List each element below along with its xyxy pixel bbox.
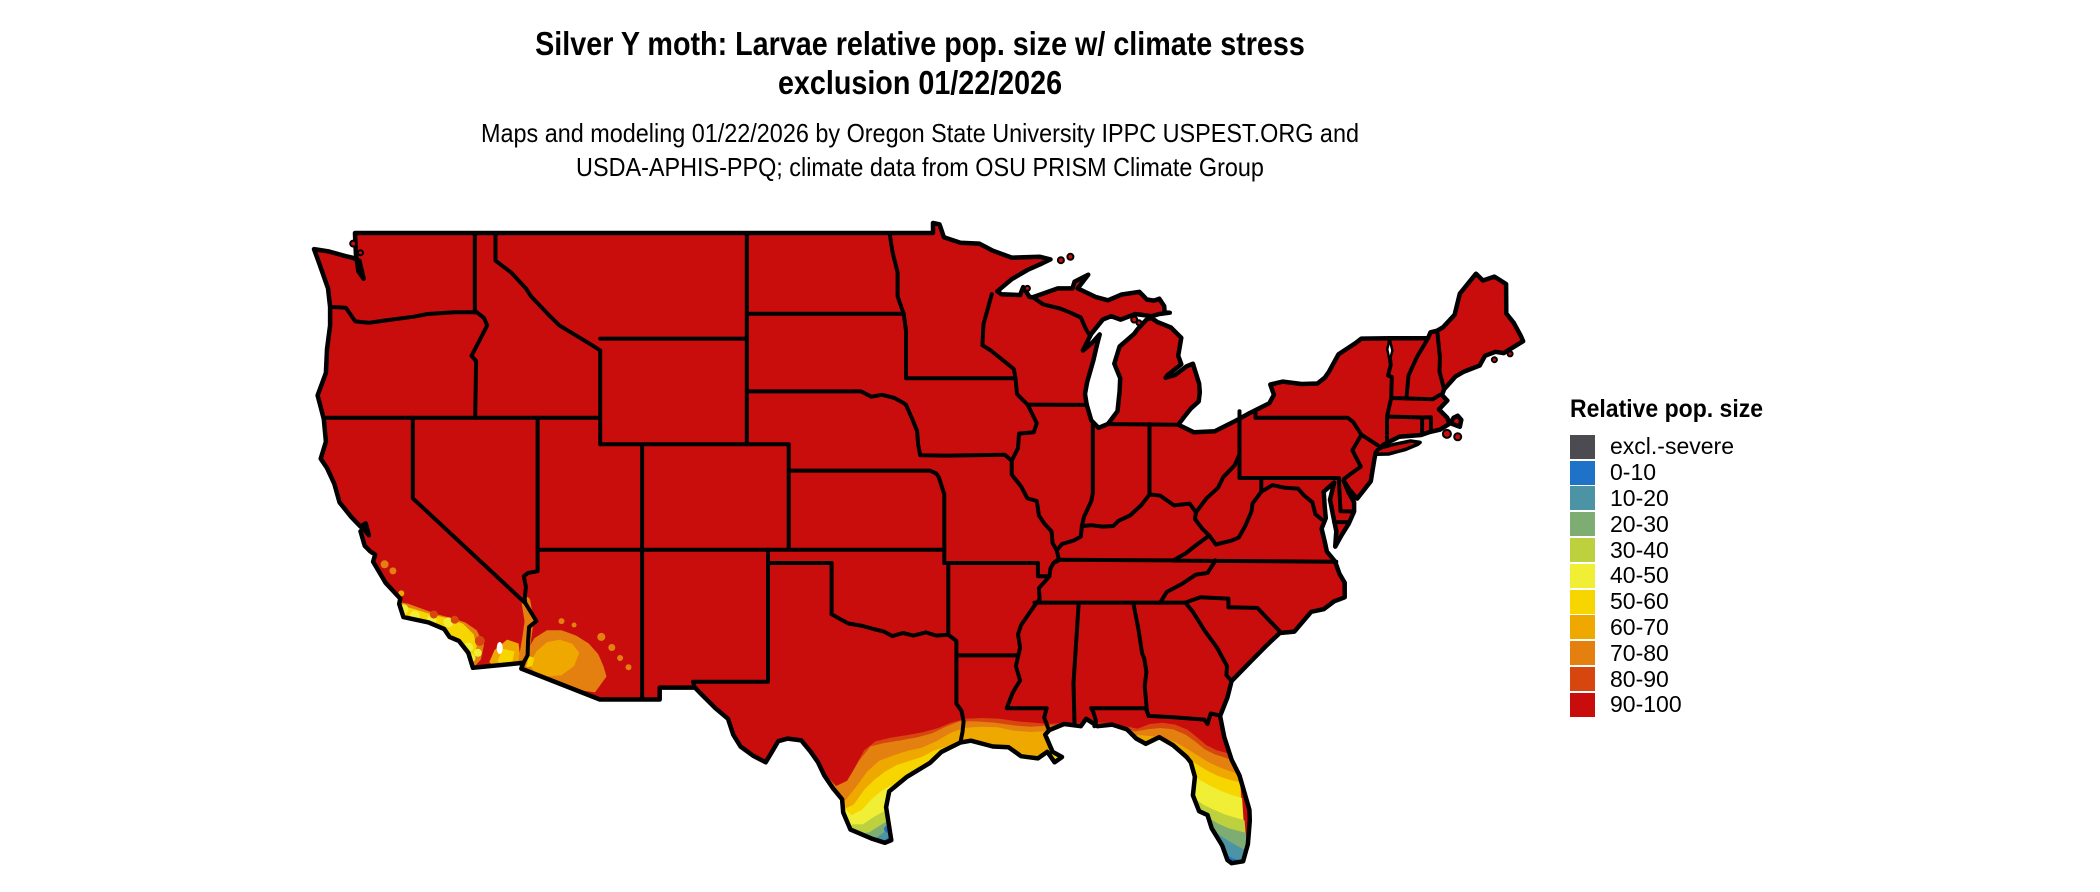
legend-swatch <box>1570 538 1595 563</box>
legend-swatch <box>1570 434 1595 459</box>
dot-50-60 <box>417 625 425 632</box>
island <box>1023 284 1031 292</box>
dot-70-80 <box>380 560 389 569</box>
legend-item-label: 50-60 <box>1610 588 1669 615</box>
state-borders <box>321 231 1447 745</box>
legend-item: 0-10 <box>1570 459 1870 486</box>
legend-item-label: 30-40 <box>1610 536 1669 563</box>
dot-0-10 <box>886 844 891 849</box>
legend-item-label: 20-30 <box>1610 510 1669 537</box>
band-10-20 <box>737 813 1255 864</box>
dot-70-80 <box>617 655 624 661</box>
dot-0-10 <box>1214 873 1220 879</box>
island <box>1490 356 1498 364</box>
band-0-10 <box>737 829 1257 864</box>
dot-70-80 <box>389 567 397 575</box>
legend-swatch <box>1570 641 1595 666</box>
legend-swatch <box>1570 486 1595 511</box>
dot-0-10 <box>1223 870 1229 876</box>
legend-item: 20-30 <box>1570 511 1870 537</box>
dot-70-80 <box>597 632 606 641</box>
lake-champlain <box>1385 338 1394 362</box>
legend-item: 30-40 <box>1570 537 1870 563</box>
legend-swatch <box>1570 563 1595 588</box>
legend-item: 90-100 <box>1570 691 1870 718</box>
legend-swatch <box>1570 692 1595 717</box>
legend-item-label: 70-80 <box>1610 639 1669 666</box>
dot-70-80 <box>608 644 616 651</box>
island <box>1130 315 1139 324</box>
dot-80-90 <box>397 624 402 629</box>
dot-70-80 <box>571 622 577 628</box>
page-title: Silver Y moth: Larvae relative pop. size… <box>355 24 1486 102</box>
dot-40-50 <box>410 626 417 632</box>
legend-items: excl.-severe 0-10 10-20 20-30 30-40 40-50 50-6… <box>1570 433 1870 718</box>
island <box>1453 432 1463 442</box>
dot-50-60 <box>441 652 447 658</box>
legend-item: 60-70 <box>1570 613 1870 641</box>
title-line-2: exclusion 01/22/2026 <box>777 64 1063 101</box>
island <box>349 239 358 248</box>
dot-80-90 <box>429 610 438 619</box>
dot-80-90 <box>450 615 459 624</box>
island <box>1056 256 1065 265</box>
subtitle-line-2: USDA-APHIS-PPQ; climate data from OSU PR… <box>576 152 1264 182</box>
legend-item: 50-60 <box>1570 588 1870 615</box>
legend-item-label: 60-70 <box>1610 613 1669 640</box>
legend-swatch <box>1570 589 1595 614</box>
dot-70-80 <box>558 618 565 625</box>
legend-item-label: 90-100 <box>1610 691 1682 718</box>
legend-item-label: excl.-severe <box>1610 433 1734 460</box>
legend-item: 80-90 <box>1570 666 1870 692</box>
band-20-30 <box>737 798 1255 864</box>
island <box>1135 319 1143 327</box>
island <box>1506 350 1514 358</box>
dot-70-80 <box>625 664 632 671</box>
legend-item-label: 10-20 <box>1610 485 1669 511</box>
island <box>1441 428 1452 439</box>
legend-item: 40-50 <box>1570 562 1870 589</box>
legend-item-label: 80-90 <box>1610 665 1669 692</box>
long-island <box>1375 439 1422 456</box>
dot-0-10 <box>1207 876 1212 881</box>
dot-40-50 <box>443 641 450 648</box>
subtitle-line-1: Maps and modeling 01/22/2026 by Oregon S… <box>481 118 1359 148</box>
legend-item: 70-80 <box>1570 640 1870 666</box>
map-legend: Relative pop. size excl.-severe 0-10 10-20… <box>1570 395 1870 718</box>
island <box>1066 252 1075 261</box>
dot-0-10 <box>1232 865 1238 871</box>
title-line-1: Silver Y moth: Larvae relative pop. size… <box>535 25 1305 62</box>
page-subtitle: Maps and modeling 01/22/2026 by Oregon S… <box>335 116 1505 184</box>
legend-item-label: 40-50 <box>1610 562 1669 589</box>
patch-50-60 <box>497 648 515 666</box>
us-landmass <box>314 223 1524 864</box>
legend-title: Relative pop. size <box>1570 395 1764 423</box>
legend-swatch <box>1570 615 1595 640</box>
dot-0-10 <box>892 846 897 851</box>
legend-item: 10-20 <box>1570 485 1870 512</box>
dot-80-90 <box>474 635 485 646</box>
dot-40-50 <box>473 648 482 657</box>
legend-swatch <box>1570 512 1595 537</box>
band-40-50 <box>737 739 1251 864</box>
patch-60-70 <box>529 639 580 677</box>
legend-swatch <box>1570 460 1595 485</box>
legend-swatch <box>1570 667 1595 692</box>
island <box>357 249 364 257</box>
legend-item: excl.-severe <box>1570 433 1870 460</box>
legend-item-label: 0-10 <box>1610 459 1657 486</box>
dot-40-50 <box>404 625 410 631</box>
band-30-40 <box>737 776 1253 864</box>
us-coastline <box>311 220 1526 866</box>
salton-sea <box>496 642 503 654</box>
